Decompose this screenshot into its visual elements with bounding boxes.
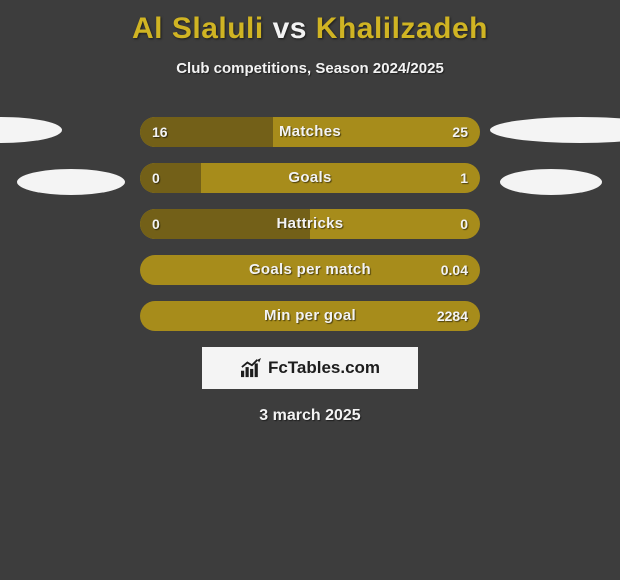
brand-box: FcTables.com — [202, 347, 418, 389]
bar-value-left: 16 — [152, 117, 168, 147]
bar-label: Hattricks — [140, 209, 480, 239]
bar-label: Min per goal — [140, 301, 480, 331]
bars-container: Matches1625Goals01Hattricks00Goals per m… — [140, 117, 480, 331]
bar-row: Matches16 25 — [140, 117, 480, 147]
chart-area: Matches1625Goals01Hattricks00Goals per m… — [0, 117, 620, 425]
subtitle: Club competitions, Season 2024/2025 — [0, 60, 620, 77]
bar-value-right: 1 — [460, 163, 468, 193]
avatar-placeholder-right-2 — [500, 169, 602, 195]
bar-label: Goals — [140, 163, 480, 193]
bar-label: Matches — [140, 117, 480, 147]
bar-value-left: 0 — [152, 163, 160, 193]
page-root: Al Slaluli vs Khalilzadeh Club competiti… — [0, 0, 620, 580]
bar-value-right: 25 — [452, 117, 468, 147]
title-vs: vs — [273, 12, 307, 45]
bar-row: Goals per match0.04 — [140, 255, 480, 285]
bar-value-right: 0.04 — [441, 255, 468, 285]
avatar-placeholder-left-1 — [0, 117, 62, 143]
bar-row: Goals0 1 — [140, 163, 480, 193]
bar-row: Hattricks0 0 — [140, 209, 480, 239]
avatar-placeholder-right-1 — [490, 117, 620, 143]
page-title: Al Slaluli vs Khalilzadeh — [0, 0, 620, 46]
avatar-placeholder-left-2 — [17, 169, 125, 195]
bar-trend-icon — [240, 358, 262, 378]
bar-value-right: 2284 — [437, 301, 468, 331]
title-player1: Al Slaluli — [132, 12, 264, 45]
bar-row: Min per goal2284 — [140, 301, 480, 331]
bar-value-right: 0 — [460, 209, 468, 239]
bar-value-left: 0 — [152, 209, 160, 239]
title-player2: Khalilzadeh — [316, 12, 488, 45]
brand-text: FcTables.com — [268, 358, 380, 378]
date-label: 3 march 2025 — [0, 407, 620, 425]
bar-label: Goals per match — [140, 255, 480, 285]
